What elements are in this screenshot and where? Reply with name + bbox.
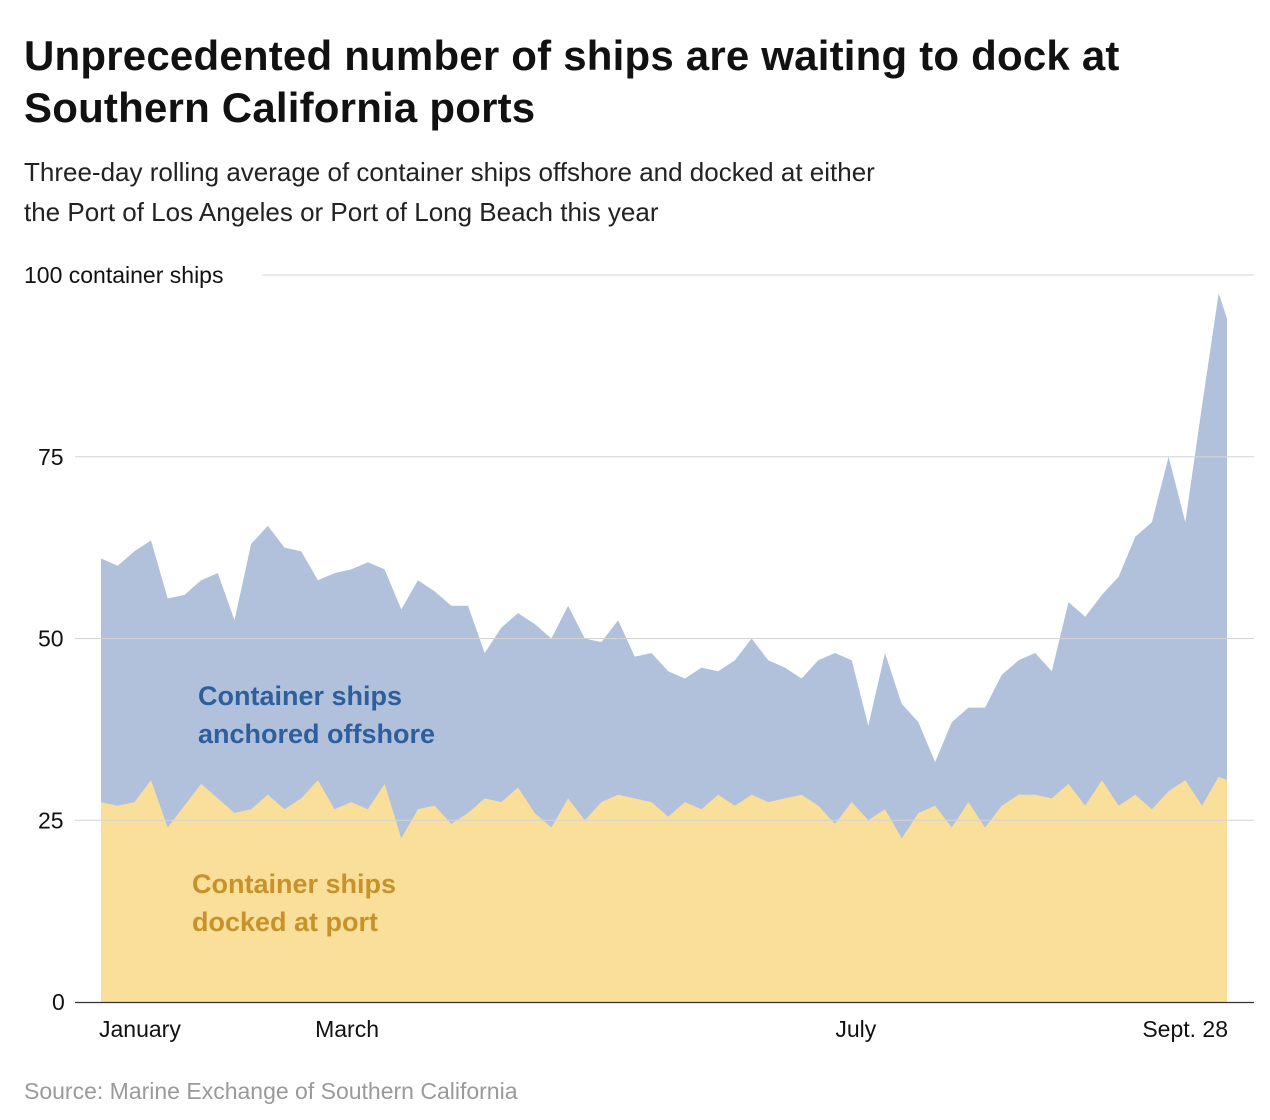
chart-title: Unprecedented number of ships are waitin… <box>24 32 1120 131</box>
docked-series-label-line-2: docked at port <box>192 907 378 937</box>
offshore-series-label-line-2: anchored offshore <box>198 719 435 749</box>
y-tick-label-50: 50 <box>38 626 64 652</box>
offshore-series-label: Container ships anchored offshore <box>198 681 435 749</box>
y-tick-label-100: 100 container ships <box>24 262 223 288</box>
y-tick-label-0: 0 <box>52 989 65 1015</box>
source-note: Source: Marine Exchange of Southern Cali… <box>24 1078 518 1104</box>
docked-area <box>101 776 1227 1002</box>
y-tick-label-25: 25 <box>38 807 64 833</box>
gridlines: 0 25 50 75 100 container ships <box>24 262 1254 1015</box>
x-tick-label-july: July <box>835 1016 876 1042</box>
series-labels: Container ships anchored offshoreContaine… <box>192 681 435 937</box>
area-layer <box>101 293 1227 1002</box>
subtitle-line-2: the Port of Los Angeles or Port of Long … <box>24 197 659 227</box>
subtitle-line-1: Three-day rolling average of container s… <box>24 157 875 187</box>
x-tick-label-march: March <box>315 1016 379 1042</box>
docked-series-label-line-1: Container ships <box>192 869 396 899</box>
y-tick-label-75: 75 <box>38 444 64 470</box>
chart-subtitle: Three-day rolling average of container s… <box>24 152 1074 232</box>
docked-series-label: Container ships docked at port <box>192 869 396 937</box>
offshore-series-label-line-1: Container ships <box>198 681 402 711</box>
x-tick-label-january: January <box>99 1016 181 1042</box>
x-tick-label-sept-28: Sept. 28 <box>1142 1016 1228 1042</box>
x-axis: January March July Sept. 28 <box>75 1001 1254 1042</box>
